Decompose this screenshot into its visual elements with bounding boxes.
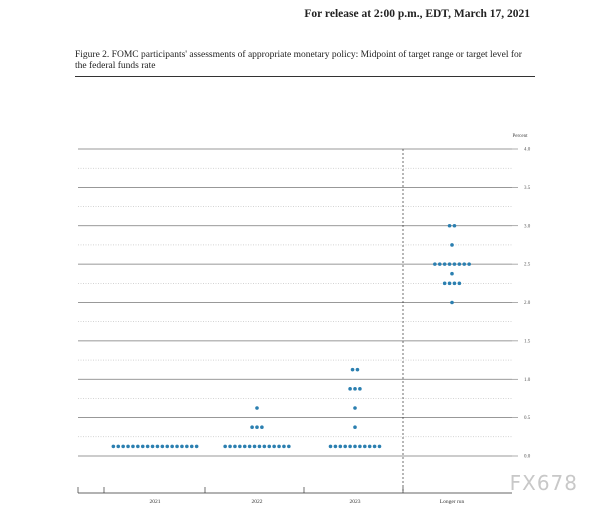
dot [358, 444, 362, 449]
y-tick-label: 3.5 [524, 186, 531, 191]
dot [450, 271, 454, 276]
dot [185, 444, 189, 449]
dot [228, 444, 232, 449]
dot [343, 444, 348, 449]
dot [328, 444, 333, 449]
dot [452, 281, 457, 286]
dot [442, 262, 447, 266]
dot [131, 444, 135, 449]
dot [287, 444, 291, 449]
y-tick-label: 0.5 [524, 416, 531, 421]
y-tick-label: 2.5 [524, 263, 531, 268]
dot [467, 262, 471, 266]
dot [353, 444, 357, 449]
dot [155, 444, 160, 449]
dot [355, 367, 360, 372]
dot [252, 444, 257, 449]
dot [377, 444, 382, 449]
dots-layer [111, 223, 471, 449]
dot [348, 444, 352, 449]
dot [282, 444, 286, 449]
dot [262, 444, 267, 449]
dot [333, 444, 338, 449]
dot [452, 223, 457, 228]
dot [350, 367, 355, 372]
dot [242, 444, 247, 449]
dot [257, 444, 262, 449]
dot [247, 444, 252, 449]
caption-rule [75, 76, 535, 77]
dot [255, 406, 259, 410]
y-tick-label: 3.0 [524, 224, 531, 229]
y-tick-label: 2.0 [524, 301, 531, 306]
x-tick-label: 2021 [150, 499, 161, 505]
dot [457, 262, 462, 266]
dot [145, 444, 150, 449]
dot [447, 223, 452, 228]
x-tick-label: 2022 [252, 499, 263, 505]
y-tick-label: 1.5 [524, 339, 531, 344]
dot [116, 444, 121, 449]
dot [111, 444, 116, 449]
dot [358, 387, 362, 391]
dot [457, 281, 462, 286]
x-axis: 2021 2022 2023 Longer run [77, 487, 512, 505]
dot [363, 444, 367, 449]
dot [442, 281, 447, 286]
dot [450, 243, 454, 247]
dot [160, 444, 165, 449]
dot [250, 425, 254, 430]
figure-caption: Figure 2. FOMC participants' assessments… [75, 50, 522, 71]
y-tick-label: 1.0 [524, 378, 531, 383]
dot [126, 444, 130, 449]
dot [450, 300, 454, 305]
dot [372, 444, 377, 449]
dot [140, 444, 145, 449]
dot [367, 444, 372, 449]
dot [170, 444, 174, 449]
dot [272, 444, 276, 449]
dot [277, 444, 281, 449]
dot [452, 262, 457, 266]
y-tick-label: 4.0 [524, 148, 531, 153]
dot [433, 262, 437, 266]
dot [353, 425, 357, 430]
dot [150, 444, 155, 449]
dot [223, 444, 227, 449]
watermark: FX678 [509, 471, 578, 495]
dot [338, 444, 343, 449]
dot [121, 444, 125, 449]
dot [194, 444, 199, 449]
dot [353, 406, 357, 410]
y-tick-label: 0.0 [524, 455, 531, 460]
dot [238, 444, 242, 449]
dot [175, 444, 179, 449]
dot [348, 387, 352, 391]
dot [255, 425, 259, 430]
dot [267, 444, 272, 449]
dot [260, 425, 264, 430]
dot [447, 281, 452, 286]
dot [447, 262, 452, 266]
dot [233, 444, 237, 449]
dot [353, 387, 357, 391]
dot [180, 444, 184, 449]
dot [462, 262, 467, 266]
unit-label: Percent [513, 134, 529, 139]
grid-lines: 4.0 3.5 3.0 2.5 2.0 1.5 1.0 0.5 0.0 [78, 148, 531, 493]
dot [136, 444, 140, 449]
release-date: For release at 2:00 p.m., EDT, March 17,… [304, 8, 530, 20]
dot [165, 444, 170, 449]
x-tick-label: Longer run [440, 499, 465, 505]
x-tick-label: 2023 [350, 499, 361, 505]
dot [437, 262, 442, 266]
dot [189, 444, 194, 449]
